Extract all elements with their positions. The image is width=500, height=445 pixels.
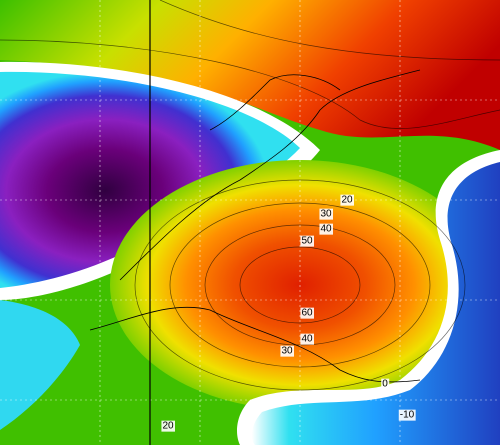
contour-label: 40	[320, 224, 332, 235]
warm-field-north	[0, 0, 500, 150]
contour-label-background	[319, 223, 333, 235]
contour-label-background	[319, 208, 333, 220]
contour-label-background	[300, 333, 314, 345]
contour-label-background	[340, 194, 354, 206]
cold-field-east	[251, 162, 500, 445]
contour-label: 50	[301, 236, 313, 247]
contour-label-background	[398, 409, 416, 421]
contour-label: 40	[301, 334, 313, 345]
contour-label-background	[381, 378, 390, 390]
coastlines	[89, 69, 421, 383]
contour-label-background	[280, 345, 294, 357]
contour-label: 20	[162, 421, 174, 432]
contour-label: 60	[301, 308, 313, 319]
contour-label: 0	[382, 379, 388, 390]
cold-field-southwest	[0, 300, 80, 430]
contour-label: -10	[400, 410, 415, 421]
contour-label-background	[300, 235, 314, 247]
contour-label: 30	[281, 346, 293, 357]
contour-label: 30	[320, 209, 332, 220]
contour-label-background	[300, 307, 314, 319]
contour-labels: 20 30 40 50 60 40 30 20 0 -10	[161, 194, 416, 432]
contour-label: 20	[341, 195, 353, 206]
contour-label-background	[161, 420, 175, 432]
